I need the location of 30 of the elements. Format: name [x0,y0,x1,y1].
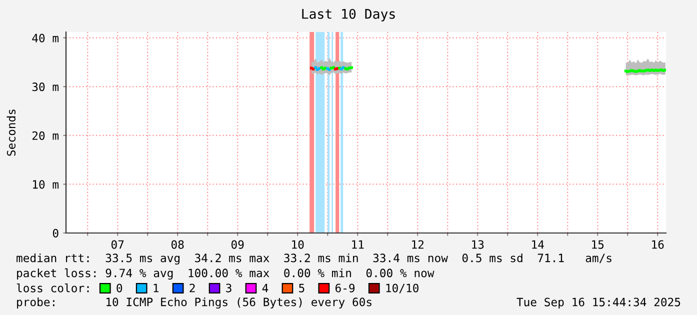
legend-label: 1 [154,284,158,292]
legend-title: loss color: [16,283,89,292]
x-tick-label: 12 [412,240,424,249]
text: probe: 10 ICMP Echo Pings (56 Bytes) every 60s [17,297,372,309]
legend-label: 10/10 [386,284,418,294]
y-tick-label: 10 m [33,180,59,189]
x-tick-label: 07 [111,240,124,249]
legend-label: 5 [299,284,304,292]
x-tick-label: 10 [292,240,304,249]
x-tick-label: 13 [472,240,484,249]
x-tick-label: 09 [231,240,244,249]
text: median rtt: 33.5 ms avg 34.2 ms max 33.2 ms min 33.4 ms now 0.5 ms sd 71.1 am/s [16,253,612,265]
legend-label: 0 [116,284,122,292]
x-tick-label: 15 [592,240,604,249]
legend-label: 3 [226,284,232,292]
x-tick-label: 11 [352,240,364,249]
y-tick-label: 20 m [32,131,59,140]
legend-label: 2 [190,284,195,292]
text: Tue Sep 16 15:44:34 2025 [516,298,680,309]
y-tick-label: 40 m [32,34,59,42]
y-axis-title: Seconds [6,110,16,156]
x-tick-label: 14 [532,240,544,249]
y-tick-label: 0 [52,228,58,238]
chart-title: Last 10 Days [302,8,395,22]
legend-label: 4 [262,284,268,292]
x-tick-label: 16 [652,240,664,249]
legend-label: 6-9 [335,284,355,292]
text: packet loss: 9.74 % avg 100.00 % max 0.00 % min 0.00 % now [17,268,434,280]
x-tick-label: 08 [171,240,184,249]
y-tick-label: 30 m [32,82,59,92]
